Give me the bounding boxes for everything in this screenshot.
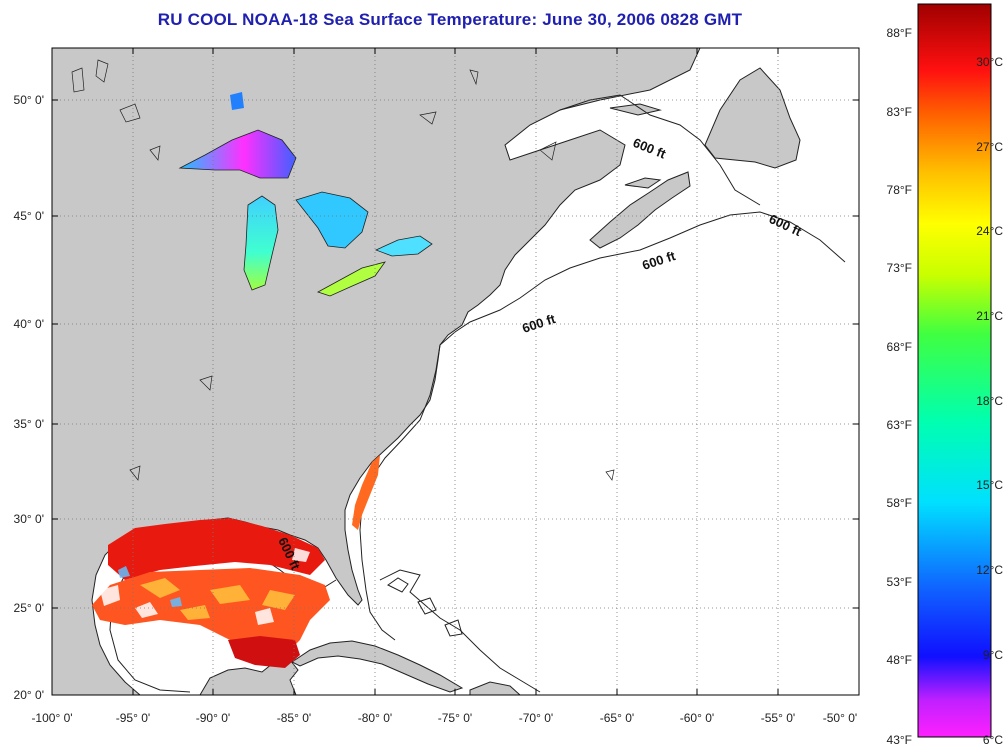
colorbar-f-label: 48°F [887,653,912,667]
colorbar-f-label: 53°F [887,575,912,589]
lon-label: -65° 0' [600,711,634,725]
land-nova-scotia [589,171,691,249]
lon-label: -55° 0' [761,711,795,725]
longitude-labels: -100° 0' -95° 0' -90° 0' -85° 0' -80° 0'… [31,711,857,725]
lat-label: 40° 0' [14,317,44,331]
shelf-contour-northeast [439,211,846,346]
land-hispaniola [469,681,521,695]
colorbar [917,3,992,738]
colorbar-f-label: 88°F [887,26,912,40]
lon-label: -75° 0' [438,711,472,725]
colorbar-f-label: 58°F [887,496,912,510]
lon-label: -90° 0' [196,711,230,725]
colorbar-c-label: 30°C [976,55,1003,69]
colorbar-c-label: 12°C [976,563,1003,577]
colorbar-fahrenheit-labels: 88°F 83°F 78°F 73°F 68°F 63°F 58°F 53°F … [887,26,912,747]
sst-great-lakes [178,92,433,297]
colorbar-c-label: 18°C [976,394,1003,408]
lat-label: 25° 0' [14,601,44,615]
lat-label: 50° 0' [14,93,44,107]
lon-label: -85° 0' [277,711,311,725]
lon-label: -50° 0' [823,711,857,725]
colorbar-f-label: 83°F [887,105,912,119]
sst-florida-coast [352,455,380,530]
colorbar-c-label: 15°C [976,478,1003,492]
colorbar-f-label: 78°F [887,183,912,197]
graticule [52,48,859,695]
colorbar-f-label: 73°F [887,261,912,275]
colorbar-f-label: 68°F [887,340,912,354]
lon-label: -60° 0' [680,711,714,725]
shelf-contour-labrador [559,94,761,206]
latitude-labels: 50° 0' 45° 0' 40° 0' 35° 0' 30° 0' 25° 0… [14,93,44,702]
lat-label: 35° 0' [14,417,44,431]
land-pei [624,177,662,189]
colorbar-f-label: 43°F [887,733,912,747]
small-lakes [71,59,615,481]
lat-label: 30° 0' [14,512,44,526]
colorbar-f-label: 63°F [887,418,912,432]
colorbar-celsius-labels: 30°C 27°C 24°C 21°C 18°C 15°C 12°C 9°C 6… [976,55,1003,747]
shelf-contour-bahamas [379,569,541,693]
axis-ticks [51,48,860,696]
lon-label: -80° 0' [358,711,392,725]
land-newfoundland [704,67,801,169]
lon-label: -100° 0' [31,711,72,725]
colorbar-c-label: 27°C [976,140,1003,154]
map-title: RU COOL NOAA-18 Sea Surface Temperature:… [157,10,743,29]
colorbar-c-label: 6°C [983,733,1003,747]
colorbar-c-label: 24°C [976,224,1003,238]
lon-label: -95° 0' [116,711,150,725]
land-anticosti [609,103,662,116]
lon-label: -70° 0' [519,711,553,725]
colorbar-c-label: 9°C [983,648,1003,662]
lat-label: 20° 0' [14,688,44,702]
bahamas-outline [387,577,463,637]
colorbar-c-label: 21°C [976,309,1003,323]
lat-label: 45° 0' [14,209,44,223]
land-cuba [291,640,464,693]
sst-gulf-of-mexico [92,518,330,668]
